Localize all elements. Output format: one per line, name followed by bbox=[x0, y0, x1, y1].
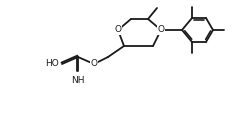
Text: NH: NH bbox=[71, 76, 85, 85]
Text: O: O bbox=[157, 26, 165, 34]
Text: O: O bbox=[114, 26, 121, 34]
Text: O: O bbox=[91, 59, 98, 68]
Text: HO: HO bbox=[45, 59, 59, 68]
